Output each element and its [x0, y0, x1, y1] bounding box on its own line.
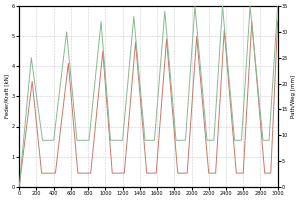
Y-axis label: Feder/Kraft [kN]: Feder/Kraft [kN]	[4, 74, 9, 118]
Y-axis label: Path/Weg [mm]: Path/Weg [mm]	[291, 75, 296, 118]
